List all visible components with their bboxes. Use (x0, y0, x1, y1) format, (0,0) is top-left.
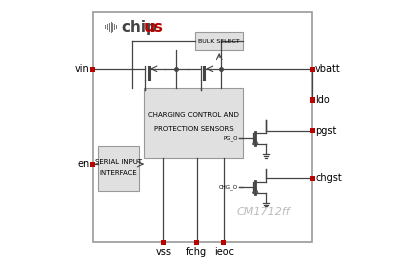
Text: PG_O: PG_O (223, 136, 237, 141)
Text: fchg: fchg (186, 247, 207, 257)
Text: BULK SELECT: BULK SELECT (198, 39, 240, 44)
Text: vbatt: vbatt (314, 64, 340, 74)
Text: chgst: chgst (314, 173, 341, 183)
Text: CM1712ff: CM1712ff (236, 206, 290, 217)
Text: CHARGING CONTROL AND: CHARGING CONTROL AND (148, 112, 238, 118)
Bar (309, 176, 314, 181)
Bar (98, 146, 139, 191)
Bar (93, 12, 311, 242)
Text: vss: vss (155, 247, 171, 257)
Bar (309, 67, 314, 72)
Text: pgst: pgst (314, 126, 336, 136)
Bar (309, 97, 314, 103)
Bar (161, 240, 166, 245)
Text: en: en (77, 159, 90, 169)
Text: vin: vin (75, 64, 90, 74)
Bar (144, 89, 242, 158)
Text: ieoc: ieoc (213, 247, 233, 257)
Text: INTERFACE: INTERFACE (100, 170, 137, 176)
Text: chip: chip (121, 20, 157, 35)
Text: CHG_O: CHG_O (218, 184, 237, 190)
Bar (90, 67, 95, 72)
Text: us: us (144, 20, 164, 35)
Bar (195, 32, 242, 50)
Bar (221, 240, 225, 245)
Bar (194, 240, 199, 245)
Bar (90, 162, 95, 167)
Bar (309, 128, 314, 133)
Text: PROTECTION SENSORS: PROTECTION SENSORS (153, 126, 233, 132)
Text: SERIAL INPUT: SERIAL INPUT (95, 159, 142, 165)
Text: ldo: ldo (314, 95, 329, 105)
